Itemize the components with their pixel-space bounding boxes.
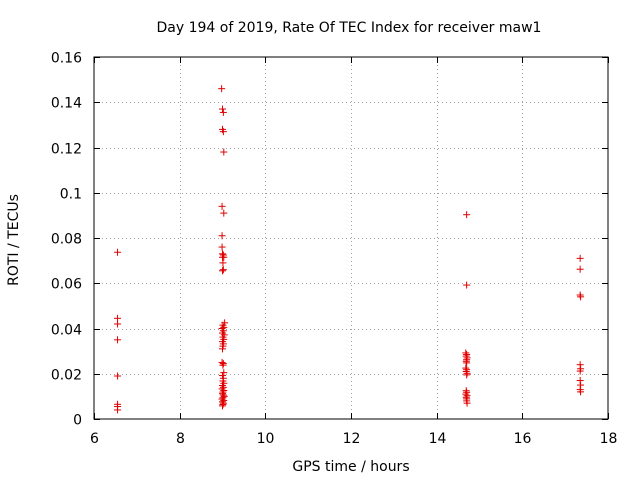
data-point: [218, 232, 226, 240]
data-point: [218, 85, 226, 93]
data-point: [220, 253, 228, 261]
x-tick-label: 8: [176, 431, 185, 447]
data-point: [218, 202, 226, 210]
data-point: [114, 248, 122, 256]
data-point: [219, 361, 227, 369]
data-point: [114, 372, 122, 380]
data-point: [576, 254, 584, 262]
y-tick-label: 0.06: [51, 277, 82, 293]
data-point: [219, 105, 226, 113]
x-tick-label: 16: [514, 431, 532, 447]
x-tick-label: 6: [90, 431, 99, 447]
tick-labels: 6 8 10 12 14 16 18 0 0.02 0.04 0.06 0.08 0.1 0.12 0.14…: [51, 51, 618, 448]
data-point: [219, 259, 227, 267]
data-point: [463, 211, 471, 219]
data-point: [220, 209, 228, 217]
data-point: [219, 266, 227, 274]
y-tick-label: 0.02: [51, 368, 82, 384]
data-point: [218, 243, 226, 251]
data-point: [219, 345, 226, 353]
data-point: [577, 293, 585, 301]
y-tick-label: 0.04: [51, 323, 82, 339]
data-point: [219, 128, 227, 136]
data-point: [114, 336, 122, 344]
data-point: [463, 281, 471, 289]
data-point: [114, 406, 122, 414]
y-tick-label: 0.1: [60, 187, 82, 203]
data-point: [463, 359, 471, 367]
data-point: [219, 108, 227, 116]
grid: [94, 57, 608, 419]
axis-ticks: [94, 57, 609, 420]
x-tick-label: 14: [429, 431, 447, 447]
data-point: [576, 367, 584, 375]
data-point: [576, 265, 584, 273]
data-point: [220, 148, 228, 156]
data-point: [219, 267, 226, 275]
data-point: [219, 402, 226, 410]
data-points: [114, 85, 585, 414]
x-tick-label: 10: [257, 431, 275, 447]
chart-title: Day 194 of 2019, Rate Of TEC Index for r…: [157, 20, 542, 36]
data-point: [114, 320, 122, 328]
x-tick-label: 12: [343, 431, 361, 447]
y-tick-label: 0.14: [51, 96, 82, 112]
y-axis-label: ROTI / TECUs: [6, 194, 22, 286]
y-tick-label: 0.12: [51, 142, 82, 158]
data-point: [463, 371, 471, 379]
data-point: [463, 399, 471, 407]
y-tick-label: 0.08: [51, 232, 82, 248]
y-tick-label: 0.16: [51, 51, 82, 67]
y-tick-label: 0: [73, 413, 82, 429]
x-axis-label: GPS time / hours: [292, 459, 409, 475]
data-point: [577, 388, 585, 396]
x-tick-label: 18: [600, 431, 618, 447]
